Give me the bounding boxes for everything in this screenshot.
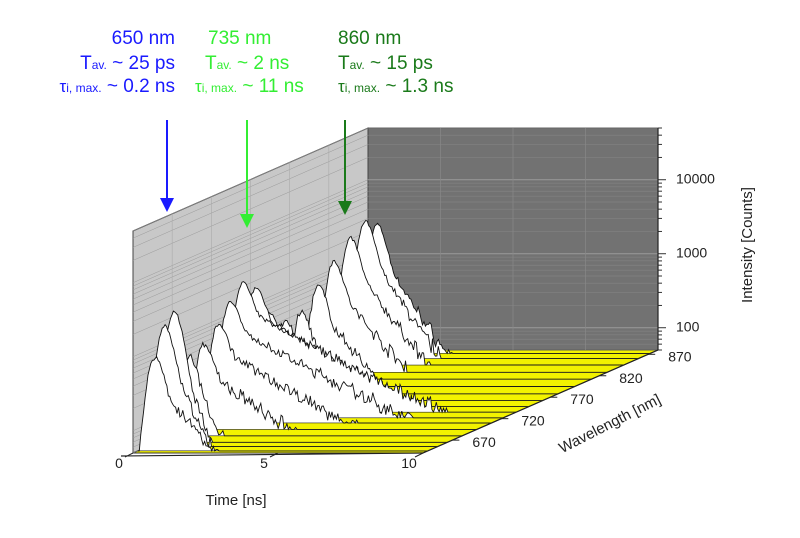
wavelength-tick-label: 820	[619, 370, 643, 386]
arrow-head-icon	[338, 201, 352, 215]
time-tick	[269, 452, 279, 458]
annotation-tav-sub: av.	[92, 58, 107, 72]
arrow-head-icon	[160, 198, 174, 212]
time-axis-title: Time [ns]	[205, 492, 266, 509]
annotation-tav-label: T	[80, 53, 92, 74]
annotation-wavelength: 735 nm	[208, 28, 271, 49]
annotation-max-lifetime: τi, max. ~ 11 ns	[195, 76, 304, 97]
annotation-tau-label: τ	[60, 77, 67, 96]
annotation-tau-value: ~ 0.2 ns	[102, 76, 175, 97]
annotation-tau-sub: i, max.	[66, 81, 101, 95]
time-tick	[124, 452, 134, 458]
annotation-tav-value: ~ 15 ps	[365, 53, 433, 74]
intensity-tick-label: 10000	[676, 171, 715, 187]
wavelength-tick-label: 770	[570, 391, 594, 407]
wavelength-tick-label: 670	[472, 434, 496, 450]
annotation-tav-label: T	[205, 53, 217, 74]
decay-curve-fill	[137, 356, 428, 451]
annotation-tau-label: τ	[195, 77, 202, 96]
annotation-tau-value: ~ 1.3 ns	[380, 76, 453, 97]
intensity-tick-label: 1000	[676, 245, 707, 261]
wavelength-tick-label: 720	[521, 413, 545, 429]
time-tick-label: 10	[401, 455, 417, 471]
time-tick-label: 0	[115, 455, 123, 471]
annotation-average-lifetime: Tav. ~ 2 ns	[205, 53, 289, 74]
annotation-tau-sub: i, max.	[202, 81, 237, 95]
time-axis-line	[120, 452, 424, 457]
annotation-tav-value: ~ 25 ps	[107, 53, 175, 74]
annotation-tau-label: τ	[338, 77, 345, 96]
annotation-average-lifetime: Tav. ~ 25 ps	[80, 53, 175, 74]
intensity-axis-title: Intensity [Counts]	[739, 187, 756, 303]
time-tick	[414, 452, 424, 458]
annotation-tau-sub: i, max.	[345, 81, 380, 95]
decay-curve-fill	[201, 324, 492, 423]
wavelength-axis-line	[422, 349, 659, 454]
annotation-tau-value: ~ 11 ns	[237, 76, 304, 97]
intensity-tick-label: 100	[676, 319, 700, 335]
annotation-average-lifetime: Tav. ~ 15 ps	[338, 53, 433, 74]
annotation-tav-value: ~ 2 ns	[232, 53, 290, 74]
annotation-max-lifetime: τi, max. ~ 0.2 ns	[60, 76, 175, 97]
wavelength-tick-label: 870	[668, 348, 692, 364]
annotation-tav-label: T	[338, 53, 350, 74]
annotation-max-lifetime: τi, max. ~ 1.3 ns	[338, 76, 453, 97]
arrow-head-icon	[240, 214, 254, 228]
time-tick-label: 5	[260, 455, 268, 471]
annotation-tav-sub: av.	[350, 58, 365, 72]
annotation-wavelength: 650 nm	[112, 28, 175, 49]
annotation-tav-sub: av.	[217, 58, 232, 72]
annotation-wavelength: 860 nm	[338, 28, 401, 49]
